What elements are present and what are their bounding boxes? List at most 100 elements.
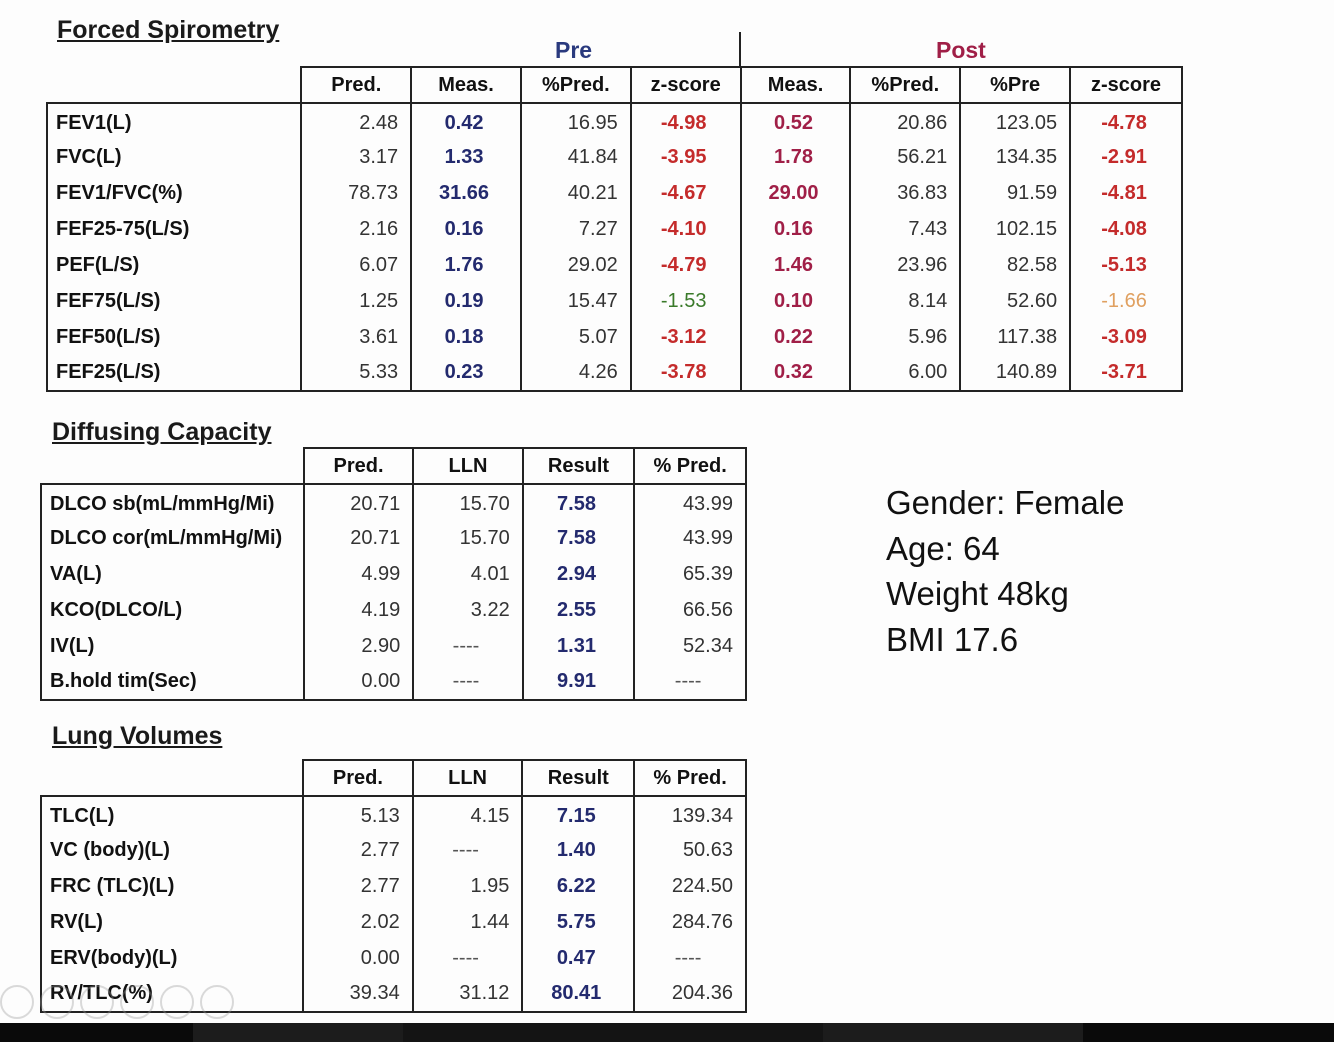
pct-pred-value: 204.36 (633, 976, 747, 1013)
pre-pct-value: 15.47 (519, 283, 632, 319)
result-value: 6.22 (521, 868, 636, 904)
spirometry-title: Forced Spirometry (57, 16, 280, 44)
control-icon[interactable] (200, 985, 234, 1019)
col-header: %Pred. (849, 66, 962, 104)
post-pctpre-value: 102.15 (959, 211, 1072, 247)
pre-meas-value: 0.42 (410, 102, 522, 139)
volumes-header-row: Pred. LLN Result % Pred. (41, 759, 747, 797)
pred-value: 1.25 (300, 283, 413, 319)
post-zscore-value: -4.08 (1069, 211, 1183, 247)
control-icon[interactable] (80, 985, 114, 1019)
col-header: %Pre (959, 66, 1072, 104)
post-pct-value: 56.21 (849, 139, 962, 175)
pre-pct-value: 4.26 (519, 355, 632, 392)
row-label: FEV1/FVC(%) (45, 175, 303, 211)
post-pct-value: 7.43 (849, 211, 962, 247)
control-icon[interactable] (0, 985, 34, 1019)
table-row: ERV(body)(L) 0.00 ---- 0.47 ---- (39, 940, 747, 976)
row-label: DLCO cor(mL/mmHg/Mi) (40, 520, 305, 556)
pct-pred-value: ---- (633, 940, 747, 976)
post-meas-value: 1.78 (739, 139, 852, 175)
pre-pct-value: 41.84 (519, 139, 632, 175)
col-header: Result (521, 759, 636, 797)
control-icon[interactable] (120, 985, 154, 1019)
lln-value: ---- (411, 832, 524, 868)
post-pctpre-value: 52.60 (959, 283, 1072, 319)
diffusing-header-row: Pred. LLN Result % Pred. (41, 447, 747, 485)
result-value: 1.31 (521, 628, 636, 664)
post-zscore-value: -3.71 (1069, 355, 1183, 392)
row-label: PEF(L/S) (45, 247, 303, 283)
post-zscore-value: -2.91 (1069, 139, 1183, 175)
bottom-bar (0, 1023, 1334, 1042)
lln-value: ---- (412, 664, 524, 701)
pred-value: 0.00 (302, 940, 414, 976)
post-zscore-value: -4.81 (1069, 175, 1183, 211)
post-meas-value: 0.32 (739, 355, 852, 392)
patient-bmi: BMI 17.6 (886, 621, 1019, 658)
result-value: 7.58 (521, 520, 636, 556)
pre-zscore-value: -3.95 (629, 139, 742, 175)
control-icon[interactable] (160, 985, 194, 1019)
col-header: z-score (629, 66, 742, 104)
table-row: VA(L) 4.99 4.01 2.94 65.39 (40, 556, 747, 592)
result-value: 7.15 (521, 795, 636, 832)
post-pctpre-value: 134.35 (959, 139, 1072, 175)
pre-zscore-value: -1.53 (629, 283, 742, 319)
post-zscore-value: -4.78 (1069, 102, 1183, 139)
spirometry-header-row: Pred. Meas. %Pred. z-score Meas. %Pred. … (47, 66, 1183, 104)
spirometry-table: Pred. Meas. %Pred. z-score Meas. %Pred. … (45, 66, 1183, 392)
table-row: IV(L) 2.90 ---- 1.31 52.34 (40, 628, 747, 664)
pred-value: 2.02 (302, 904, 414, 940)
table-row: FVC(L) 3.17 1.33 41.84 -3.95 1.78 56.21 134.35-… (45, 139, 1183, 175)
result-value: 0.47 (521, 940, 636, 976)
pred-value: 39.34 (302, 976, 414, 1013)
lln-value: 15.70 (412, 520, 524, 556)
col-header: Pred. (302, 759, 414, 797)
table-row: FEF75(L/S) 1.25 0.19 15.47 -1.53 0.10 8.14 52.6… (45, 283, 1183, 319)
table-row: PEF(L/S) 6.07 1.76 29.02 -4.79 1.46 23.96 82.58… (45, 247, 1183, 283)
result-value: 2.55 (521, 592, 636, 628)
pred-value: 5.13 (302, 795, 414, 832)
result-value: 1.40 (521, 832, 636, 868)
lln-value: 1.44 (411, 904, 524, 940)
lln-value: 4.15 (411, 795, 524, 832)
pre-meas-value: 1.76 (410, 247, 522, 283)
pred-value: 2.48 (300, 102, 413, 139)
row-label: FEV1(L) (45, 102, 303, 139)
post-group-label: Post (936, 37, 986, 63)
pre-meas-value: 0.23 (410, 355, 522, 392)
row-label: VC (body)(L) (39, 832, 305, 868)
row-label: FVC(L) (45, 139, 303, 175)
post-meas-value: 0.16 (739, 211, 852, 247)
post-zscore-value: -5.13 (1069, 247, 1183, 283)
player-controls[interactable] (0, 985, 234, 1019)
table-row: FEV1(L) 2.48 0.42 16.95 -4.98 0.52 20.86 123.05… (45, 102, 1183, 139)
pre-zscore-value: -4.10 (629, 211, 742, 247)
post-pct-value: 5.96 (849, 319, 962, 355)
col-header: % Pred. (633, 759, 747, 797)
table-row: TLC(L) 5.13 4.15 7.15 139.34 (39, 795, 747, 832)
row-label: KCO(DLCO/L) (40, 592, 305, 628)
table-row: KCO(DLCO/L) 4.19 3.22 2.55 66.56 (40, 592, 747, 628)
row-label: RV(L) (39, 904, 305, 940)
post-pct-value: 36.83 (849, 175, 962, 211)
post-pctpre-value: 140.89 (959, 355, 1072, 392)
table-row: FRC (TLC)(L) 2.77 1.95 6.22 224.50 (39, 868, 747, 904)
result-value: 7.58 (521, 483, 636, 520)
pred-value: 2.90 (302, 628, 415, 664)
control-icon[interactable] (40, 985, 74, 1019)
col-header: z-score (1069, 66, 1183, 104)
pct-pred-value: 65.39 (633, 556, 747, 592)
col-header: % Pred. (633, 447, 747, 485)
pre-pct-value: 40.21 (519, 175, 632, 211)
post-pctpre-value: 117.38 (959, 319, 1072, 355)
pred-value: 20.71 (302, 483, 415, 520)
pre-group-label: Pre (555, 37, 593, 63)
table-row: VC (body)(L) 2.77 ---- 1.40 50.63 (39, 832, 747, 868)
col-header: Meas. (410, 66, 522, 104)
pre-pct-value: 29.02 (519, 247, 632, 283)
volumes-table: Pred. LLN Result % Pred. TLC(L) 5.13 4.15 7… (39, 759, 747, 1013)
pre-zscore-value: -4.98 (629, 102, 742, 139)
table-row: DLCO sb(mL/mmHg/Mi) 20.71 15.70 7.58 43.99 (40, 483, 747, 520)
